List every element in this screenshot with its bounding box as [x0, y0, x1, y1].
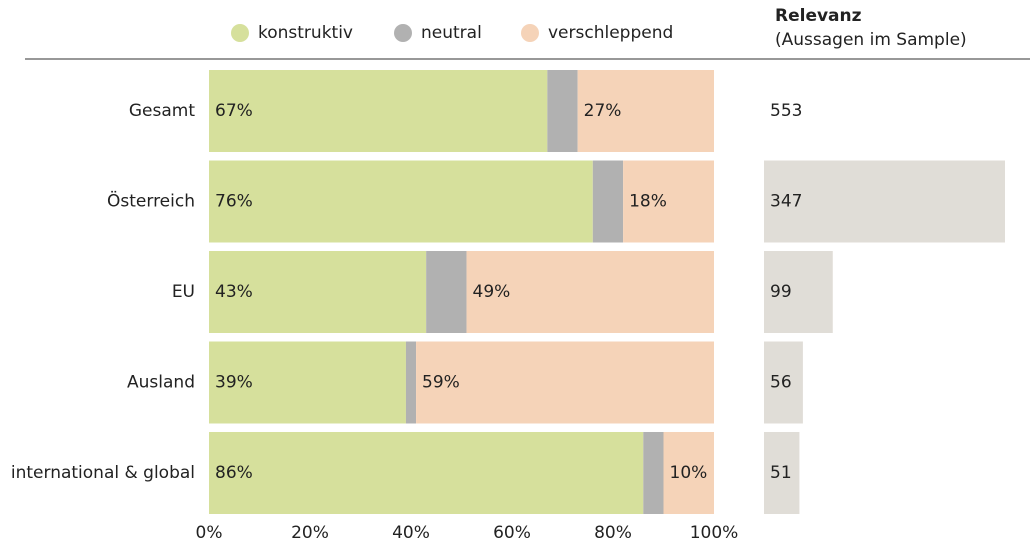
value-label: 27% — [584, 101, 622, 121]
x-tick-label: 0% — [196, 523, 223, 543]
legend-swatch — [231, 24, 249, 42]
legend-label: konstruktiv — [258, 23, 353, 43]
bar-segment — [466, 251, 714, 333]
relevanz-bar — [764, 341, 803, 424]
bar-segment — [426, 251, 467, 333]
value-label: 49% — [473, 282, 511, 302]
relevanz-label: 56 — [770, 373, 792, 393]
bar-segment — [643, 432, 664, 514]
category-label: international & global — [11, 463, 195, 483]
legend-swatch — [394, 24, 412, 42]
value-label: 39% — [215, 373, 253, 393]
category-label: Österreich — [107, 190, 195, 212]
value-label: 18% — [629, 192, 667, 212]
x-tick-label: 40% — [392, 523, 430, 543]
relevanz-total: 553 — [770, 101, 802, 121]
value-label: 67% — [215, 101, 253, 121]
relevanz-label: 347 — [770, 192, 802, 212]
relevanz-label: 51 — [770, 463, 792, 483]
bar-segment — [209, 341, 406, 424]
value-label: 59% — [422, 373, 460, 393]
value-label: 10% — [670, 463, 708, 483]
value-label: 76% — [215, 192, 253, 212]
x-tick-label: 80% — [594, 523, 632, 543]
x-tick-label: 100% — [690, 523, 739, 543]
bar-segment — [209, 432, 644, 514]
category-label: EU — [172, 282, 195, 302]
relevanz-bar — [764, 160, 1005, 243]
legend-swatch — [521, 24, 539, 42]
category-label: Ausland — [127, 373, 195, 393]
bar-segment — [405, 341, 417, 424]
x-tick-label: 60% — [493, 523, 531, 543]
bar-segment — [547, 70, 578, 152]
bar-segment — [416, 341, 714, 424]
legend-label: verschleppend — [548, 23, 673, 43]
relevanz-bar — [764, 251, 833, 333]
bar-segment — [209, 251, 427, 333]
bar-segment — [592, 160, 624, 243]
bar-segment — [577, 70, 714, 152]
relevanz-bar — [764, 432, 800, 514]
value-label: 43% — [215, 282, 253, 302]
relevanz-label: 99 — [770, 282, 792, 302]
category-label: Gesamt — [129, 101, 195, 121]
bar-segment — [209, 70, 548, 152]
bar-segment — [663, 432, 714, 514]
value-label: 86% — [215, 463, 253, 483]
relevanz-title: Relevanz — [775, 6, 862, 26]
relevanz-subtitle: (Aussagen im Sample) — [775, 30, 967, 50]
legend-label: neutral — [421, 23, 482, 43]
x-tick-label: 20% — [291, 523, 329, 543]
bar-segment — [623, 160, 714, 243]
bar-segment — [209, 160, 593, 243]
